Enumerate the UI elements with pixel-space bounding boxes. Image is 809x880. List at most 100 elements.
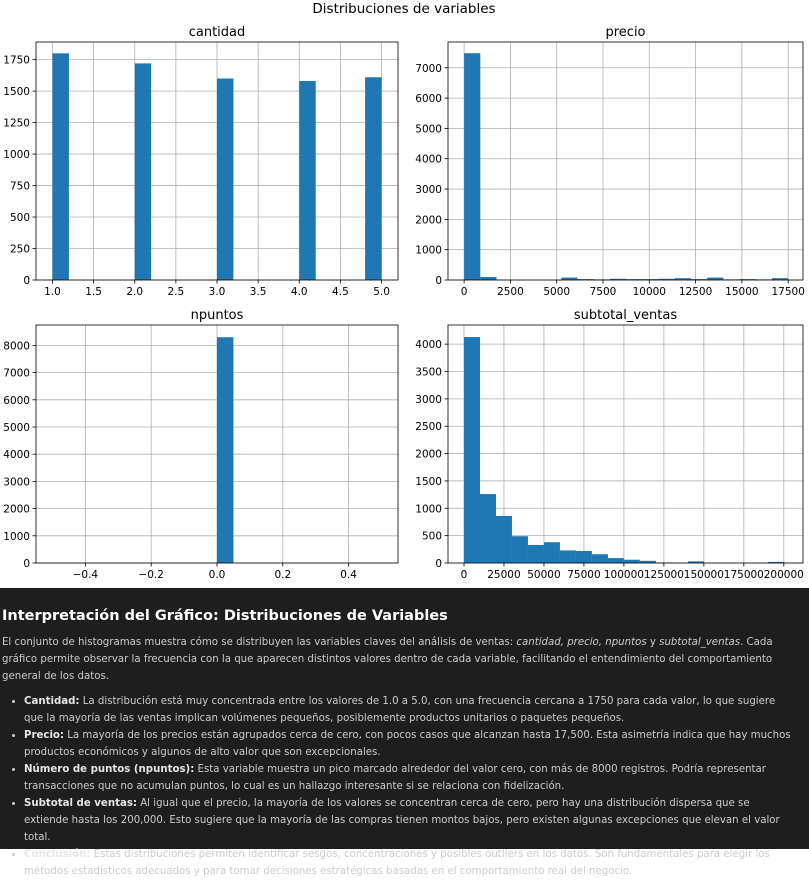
item-text: Estas distribuciones permiten identifica…	[24, 849, 770, 877]
interpretation-intro: El conjunto de histogramas muestra cómo …	[2, 634, 795, 685]
list-item-cantidad: Cantidad: La distribución está muy conce…	[24, 693, 795, 727]
histogram-bar	[511, 536, 528, 563]
y-tick-label: 1500	[3, 86, 30, 98]
interpretation-section: Interpretación del Gráfico: Distribucion…	[0, 588, 809, 877]
x-tick-label: 0	[461, 569, 468, 581]
histogram-bar	[217, 337, 234, 563]
x-tick-label: 0	[461, 286, 468, 298]
histogram-bar	[561, 277, 578, 280]
item-text: La mayoría de los precios están agrupado…	[24, 730, 791, 758]
histogram-bar	[658, 278, 675, 280]
histogram-bar	[707, 277, 724, 280]
histogram-bar	[767, 561, 784, 563]
histogram-bar	[463, 337, 480, 563]
y-tick-label: 2000	[3, 504, 30, 516]
x-tick-label: 0.0	[209, 569, 226, 581]
histogram-bar	[609, 278, 627, 280]
histogram-bar	[626, 279, 643, 280]
y-tick-label: 5000	[415, 123, 442, 135]
x-tick-label: 0.4	[340, 569, 357, 581]
intro-conjunction: y	[646, 637, 660, 648]
y-tick-label: 1000	[415, 245, 442, 257]
x-tick-label: 5000	[543, 286, 570, 298]
subplot-title: subtotal_ventas	[574, 308, 677, 323]
item-text: La distribución está muy concentrada ent…	[24, 696, 776, 724]
y-tick-label: 1500	[415, 476, 442, 488]
subplot-precio: 0 2500 5000 7500 10000 12500 15000 17500 0 1000 20…	[415, 25, 805, 298]
x-tick-label: 150000	[684, 569, 724, 581]
item-text: Al igual que el precio, la mayoría de lo…	[24, 798, 780, 843]
histogram-bar	[690, 279, 708, 280]
x-tick-label: −0.2	[138, 569, 164, 581]
histogram-bar	[527, 544, 544, 563]
axes-frame	[447, 324, 804, 564]
histogram-bar	[134, 63, 152, 280]
x-tick-label: 25000	[487, 569, 520, 581]
y-tick-label: 3000	[415, 184, 442, 196]
x-tick-label: 10000	[633, 286, 666, 298]
interpretation-heading: Interpretación del Gráfico: Distribucion…	[2, 608, 448, 624]
x-tick-label: −0.4	[73, 569, 99, 581]
histogram-bar	[642, 279, 659, 280]
y-tick-label: 0	[23, 558, 30, 570]
y-tick-label: 1000	[3, 149, 30, 161]
y-tick-label: 1000	[415, 503, 442, 515]
histogram-bar	[480, 276, 497, 280]
histogram-bar	[365, 77, 382, 280]
item-label: Número de puntos (npuntos):	[24, 764, 195, 775]
list-item-npuntos: Número de puntos (npuntos): Esta variabl…	[24, 761, 795, 795]
y-tick-label: 0	[435, 275, 442, 287]
x-tick-label: 100000	[604, 569, 644, 581]
y-tick-label: 4000	[3, 449, 30, 461]
y-tick-label: 1750	[3, 55, 30, 67]
list-item-subtotal: Subtotal de ventas: Al igual que el prec…	[24, 795, 795, 846]
histogram-figure: Distribuciones de variables 1.0 1.5 2.0 2.5…	[3, 1, 805, 581]
intro-text-a: El conjunto de histogramas muestra cómo …	[2, 637, 517, 648]
histogram-bar	[607, 558, 624, 563]
histogram-bar	[299, 81, 316, 280]
y-tick-label: 6000	[415, 93, 442, 105]
x-tick-label: 125000	[644, 569, 684, 581]
y-tick-label: 2500	[415, 421, 442, 433]
y-tick-label: 4000	[415, 339, 442, 351]
histogram-bar	[674, 278, 691, 280]
x-tick-label: 50000	[527, 569, 560, 581]
list-item-precio: Precio: La mayoría de los precios están …	[24, 727, 795, 761]
x-tick-label: 200000	[764, 569, 804, 581]
y-tick-label: 250	[10, 244, 30, 256]
histogram-bar	[639, 560, 656, 563]
histogram-bar	[623, 559, 640, 563]
y-tick-label: 4000	[415, 154, 442, 166]
intro-variables: cantidad, precio, npuntos	[516, 637, 647, 648]
x-tick-label: 1.0	[44, 286, 61, 298]
x-tick-label: 0.2	[274, 569, 291, 581]
x-tick-label: 1.5	[85, 286, 102, 298]
x-tick-label: 12500	[679, 286, 712, 298]
histogram-bar	[217, 78, 234, 280]
intro-variable-last: subtotal_ventas	[659, 637, 741, 648]
y-tick-label: 2000	[415, 449, 442, 461]
item-label: Subtotal de ventas:	[24, 798, 137, 809]
y-tick-label: 6000	[3, 395, 30, 407]
x-tick-label: 17500	[771, 286, 804, 298]
list-item-conclusion: Conclusión: Estas distribuciones permite…	[24, 846, 795, 880]
histogram-bar	[577, 279, 594, 280]
x-tick-label: 4.5	[332, 286, 349, 298]
x-tick-label: 4.0	[291, 286, 308, 298]
y-tick-label: 1000	[3, 531, 30, 543]
y-tick-label: 2000	[415, 214, 442, 226]
histogram-bar	[559, 550, 576, 563]
histogram-bar	[771, 278, 789, 280]
y-tick-label: 3000	[415, 394, 442, 406]
histogram-bar	[464, 53, 481, 280]
interpretation-list: Cantidad: La distribución está muy conce…	[2, 693, 795, 880]
y-tick-label: 3500	[415, 367, 442, 379]
item-text: Esta variable muestra un pico marcado al…	[24, 764, 766, 792]
y-tick-label: 1250	[3, 118, 30, 130]
y-tick-label: 7000	[3, 368, 30, 380]
histogram-bar	[52, 53, 69, 281]
histogram-bar	[543, 542, 560, 563]
y-tick-label: 500	[10, 212, 30, 224]
y-tick-label: 0	[23, 275, 30, 287]
figure-suptitle: Distribuciones de variables	[312, 1, 495, 17]
